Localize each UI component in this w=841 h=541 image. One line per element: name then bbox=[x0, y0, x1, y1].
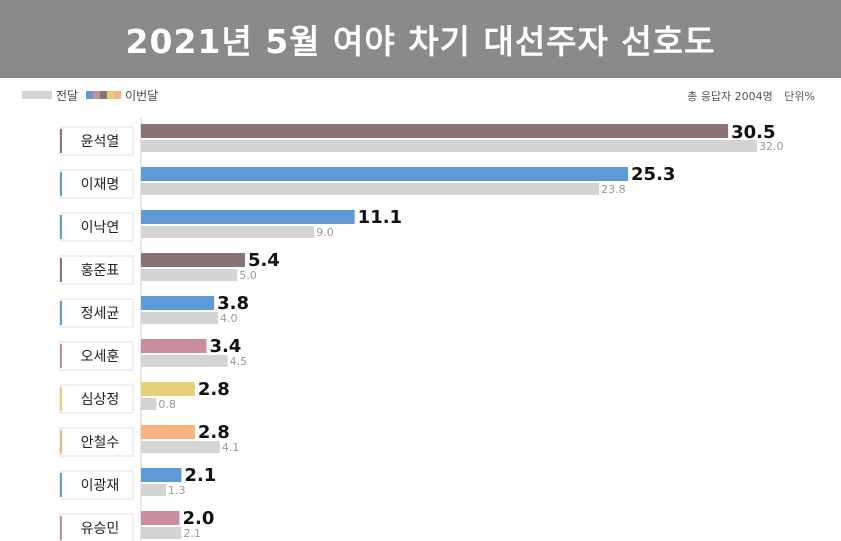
legend-swatch-color bbox=[100, 91, 108, 99]
category-label: 유승민 bbox=[81, 521, 120, 537]
bar-previous bbox=[141, 269, 238, 281]
legend-swatch-current bbox=[86, 91, 122, 99]
bar-previous bbox=[141, 398, 157, 410]
bar-previous bbox=[141, 441, 220, 453]
candidate-color-marker bbox=[60, 473, 62, 497]
data-label-previous: 0.8 bbox=[158, 398, 176, 411]
legend-swatch-color bbox=[93, 91, 101, 99]
legend-swatch-color bbox=[107, 91, 115, 99]
category-label: 이재명 bbox=[81, 177, 120, 193]
legend-label-current: 이번달 bbox=[125, 88, 159, 103]
category-label: 이광재 bbox=[81, 478, 120, 494]
bar-current bbox=[141, 210, 355, 224]
data-label-current: 30.5 bbox=[731, 122, 775, 143]
bar-previous bbox=[141, 355, 228, 367]
candidate-name-box bbox=[59, 341, 134, 371]
bar-previous bbox=[141, 484, 167, 496]
unit-note: 단위% bbox=[784, 90, 815, 103]
candidate-color-marker bbox=[60, 215, 62, 239]
bar-current bbox=[141, 167, 629, 181]
category-label: 홍준표 bbox=[81, 263, 120, 279]
candidate-color-marker bbox=[60, 516, 62, 540]
legend-swatch-color bbox=[114, 91, 122, 99]
bar-current bbox=[141, 511, 180, 525]
bar-previous bbox=[141, 312, 218, 324]
candidate-color-marker bbox=[60, 301, 62, 325]
data-label-current: 2.8 bbox=[198, 379, 230, 400]
bar-current bbox=[141, 296, 215, 310]
candidate-color-marker bbox=[60, 172, 62, 196]
category-label: 심상정 bbox=[81, 392, 120, 408]
category-label: 오세훈 bbox=[81, 349, 120, 365]
category-label: 이낙연 bbox=[81, 220, 120, 236]
candidate-name-box bbox=[59, 255, 134, 285]
category-label: 윤석열 bbox=[81, 134, 120, 150]
bar-previous bbox=[141, 527, 182, 539]
bar-current bbox=[141, 124, 729, 138]
legend-label-previous: 전달 bbox=[56, 88, 79, 103]
data-label-current: 11.1 bbox=[358, 207, 402, 228]
data-label-previous: 32.0 bbox=[759, 140, 784, 153]
data-label-current: 2.1 bbox=[184, 465, 216, 486]
bar-current bbox=[141, 339, 207, 353]
candidate-name-box bbox=[59, 427, 134, 457]
candidate-name-box bbox=[59, 212, 134, 242]
data-label-previous: 2.1 bbox=[183, 527, 201, 540]
candidate-color-marker bbox=[60, 129, 62, 153]
data-label-current: 3.8 bbox=[217, 293, 249, 314]
data-label-previous: 4.1 bbox=[222, 441, 240, 454]
bar-previous bbox=[141, 140, 757, 152]
data-label-previous: 5.0 bbox=[239, 269, 257, 282]
candidate-name-box bbox=[59, 470, 134, 500]
data-label-current: 5.4 bbox=[248, 250, 280, 271]
chart-header: 2021년 5월 여야 차기 대선주자 선호도 bbox=[0, 0, 841, 78]
candidate-name-box bbox=[59, 384, 134, 414]
category-label: 정세균 bbox=[81, 306, 120, 322]
bar-current bbox=[141, 468, 182, 482]
chart-meta: 총 응답자 2004명 단위% bbox=[687, 88, 815, 104]
bar-previous bbox=[141, 226, 315, 238]
data-label-previous: 23.8 bbox=[601, 183, 626, 196]
candidate-color-marker bbox=[60, 258, 62, 282]
candidate-name-box bbox=[59, 126, 134, 156]
bar-previous bbox=[141, 183, 600, 195]
bar-current bbox=[141, 253, 245, 267]
candidate-color-marker bbox=[60, 430, 62, 454]
data-label-current: 2.0 bbox=[183, 508, 215, 529]
data-label-current: 25.3 bbox=[631, 164, 675, 185]
legend-swatch-previous bbox=[22, 91, 52, 99]
legend: 전달 이번달 bbox=[22, 87, 158, 103]
candidate-color-marker bbox=[60, 387, 62, 411]
data-label-previous: 1.3 bbox=[168, 484, 186, 497]
category-label: 안철수 bbox=[81, 435, 120, 451]
respondents-note: 총 응답자 2004명 bbox=[687, 90, 773, 103]
chart-title: 2021년 5월 여야 차기 대선주자 선호도 bbox=[125, 22, 716, 61]
data-label-current: 3.4 bbox=[209, 336, 241, 357]
bar-current bbox=[141, 382, 195, 396]
bar-current bbox=[141, 425, 195, 439]
data-label-previous: 4.5 bbox=[230, 355, 248, 368]
candidate-color-marker bbox=[60, 344, 62, 368]
data-label-previous: 4.0 bbox=[220, 312, 238, 325]
data-label-current: 2.8 bbox=[198, 422, 230, 443]
bar-chart: 윤석열 30.532.0 이재명 25.3 23.8 이낙연 11.1 9.0 홍준표 5.45.… bbox=[59, 118, 784, 541]
data-label-previous: 9.0 bbox=[316, 226, 334, 239]
legend-swatch-color bbox=[86, 91, 94, 99]
